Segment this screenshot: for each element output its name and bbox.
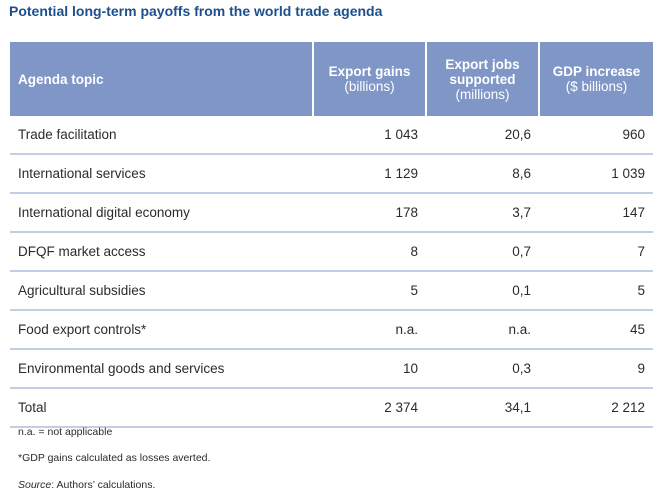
cell-gdp-increase: 5 bbox=[539, 271, 653, 311]
table-row: International services 1 129 8,6 1 039 bbox=[10, 154, 653, 194]
cell-agenda-topic: Total bbox=[10, 388, 313, 428]
cell-gdp-increase: 1 039 bbox=[539, 154, 653, 194]
cell-export-jobs: 0,7 bbox=[426, 232, 539, 272]
header-gdp-increase: GDP increase ($ billions) bbox=[539, 42, 653, 116]
cell-export-jobs: 34,1 bbox=[426, 388, 539, 428]
cell-gdp-increase: 7 bbox=[539, 232, 653, 272]
cell-export-gains: 178 bbox=[313, 193, 426, 233]
header-export-jobs: Export jobs supported (millions) bbox=[426, 42, 540, 116]
cell-export-jobs: 0,3 bbox=[426, 349, 539, 389]
cell-agenda-topic: DFQF market access bbox=[10, 232, 313, 272]
cell-export-jobs: 8,6 bbox=[426, 154, 539, 194]
table-row: Environmental goods and services 10 0,3 9 bbox=[10, 349, 653, 389]
cell-agenda-topic: International digital economy bbox=[10, 193, 313, 233]
cell-gdp-increase: 147 bbox=[539, 193, 653, 233]
cell-export-gains: 1 043 bbox=[313, 116, 426, 155]
table-row: International digital economy 178 3,7 147 bbox=[10, 193, 653, 233]
table-row: Agricultural subsidies 5 0,1 5 bbox=[10, 271, 653, 311]
note-na: n.a. = not applicable bbox=[18, 426, 113, 438]
cell-export-gains: 1 129 bbox=[313, 154, 426, 194]
cell-export-jobs: 0,1 bbox=[426, 271, 539, 311]
header-export-gains: Export gains (billions) bbox=[313, 42, 427, 116]
cell-gdp-increase: 45 bbox=[539, 310, 653, 350]
cell-export-gains: 2 374 bbox=[313, 388, 426, 428]
note-source: Source: Authors’ calculations. bbox=[18, 479, 156, 491]
cell-export-gains: 5 bbox=[313, 271, 426, 311]
cell-export-jobs: 20,6 bbox=[426, 116, 539, 155]
cell-agenda-topic: International services bbox=[10, 154, 313, 194]
cell-gdp-increase: 2 212 bbox=[539, 388, 653, 428]
cell-agenda-topic: Agricultural subsidies bbox=[10, 271, 313, 311]
cell-export-gains: 10 bbox=[313, 349, 426, 389]
cell-agenda-topic: Food export controls* bbox=[10, 310, 313, 350]
table-row: Food export controls* n.a. n.a. 45 bbox=[10, 310, 653, 350]
table-row: DFQF market access 8 0,7 7 bbox=[10, 232, 653, 272]
cell-gdp-increase: 960 bbox=[539, 116, 653, 155]
cell-agenda-topic: Trade facilitation bbox=[10, 116, 313, 155]
table-row: Total 2 374 34,1 2 212 bbox=[10, 388, 653, 428]
cell-gdp-increase: 9 bbox=[539, 349, 653, 389]
header-agenda-topic: Agenda topic bbox=[10, 42, 314, 116]
cell-export-gains: 8 bbox=[313, 232, 426, 272]
cell-agenda-topic: Environmental goods and services bbox=[10, 349, 313, 389]
header-row: Agenda topic Export gains (billions) Expo… bbox=[10, 42, 653, 116]
payoffs-table: Agenda topic Export gains (billions) Expo… bbox=[10, 42, 653, 428]
table-row: Trade facilitation 1 043 20,6 960 bbox=[10, 116, 653, 155]
table-title: Potential long-term payoffs from the wor… bbox=[9, 3, 383, 19]
cell-export-jobs: n.a. bbox=[426, 310, 539, 350]
cell-export-jobs: 3,7 bbox=[426, 193, 539, 233]
note-gdp: *GDP gains calculated as losses averted. bbox=[18, 452, 211, 464]
cell-export-gains: n.a. bbox=[313, 310, 426, 350]
